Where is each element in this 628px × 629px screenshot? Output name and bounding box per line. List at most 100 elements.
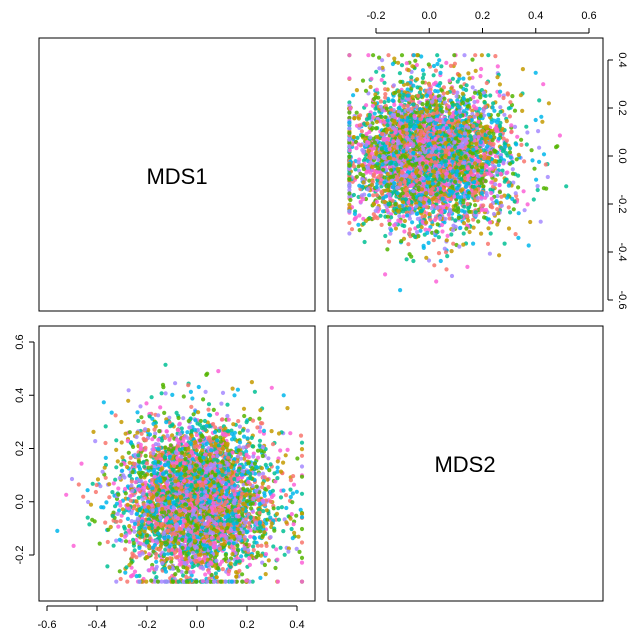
scatter-point: [447, 192, 452, 197]
scatter-point: [447, 182, 452, 187]
scatter-point: [399, 114, 404, 119]
scatter-point: [438, 137, 443, 142]
scatter-point: [398, 288, 403, 293]
scatter-point: [410, 210, 415, 215]
scatter-point: [507, 146, 513, 151]
scatter-point: [395, 191, 400, 196]
scatter-point: [461, 231, 466, 236]
scatter-point: [394, 162, 399, 167]
scatter-point: [378, 181, 383, 186]
scatter-point: [413, 58, 418, 63]
scatter-point: [457, 129, 462, 134]
scatter-point: [502, 112, 507, 117]
scatter-point: [472, 99, 477, 105]
scatter-point: [497, 182, 502, 188]
scatter-point: [448, 63, 453, 68]
scatter-point: [507, 150, 513, 155]
scatter-point: [476, 134, 481, 140]
scatter-point: [347, 191, 352, 196]
scatter-point: [458, 123, 463, 128]
scatter-point: [380, 141, 385, 146]
scatter-point: [385, 247, 390, 252]
scatter-point: [406, 68, 411, 73]
scatter-point: [495, 75, 500, 80]
scatter-point: [489, 180, 494, 185]
scatter-point: [491, 101, 496, 106]
scatter-point: [428, 191, 433, 196]
scatter-point: [459, 188, 464, 193]
scatter-point: [472, 180, 477, 185]
scatter-point: [519, 137, 524, 142]
scatter-point: [418, 156, 423, 161]
scatter-point: [370, 103, 375, 108]
scatter-point: [406, 93, 411, 98]
scatter-point: [512, 108, 518, 113]
scatter-point: [417, 113, 422, 118]
scatter-point: [452, 61, 457, 66]
scatter-point: [426, 240, 431, 245]
scatter-point: [434, 192, 439, 197]
scatter-point: [412, 113, 417, 118]
scatter-point: [410, 172, 415, 177]
scatter-point: [386, 239, 392, 244]
scatter-point: [446, 145, 452, 150]
scatter-point: [564, 184, 569, 189]
scatter-point: [451, 241, 456, 246]
scatter-point: [453, 203, 458, 208]
scatter-point: [347, 177, 352, 182]
scatter-point: [481, 203, 486, 208]
scatter-point: [492, 108, 497, 113]
scatter-point: [434, 279, 439, 284]
scatter-point: [453, 179, 458, 184]
scatter-point: [347, 115, 352, 120]
scatter-point: [366, 53, 371, 58]
scatter-point: [518, 93, 524, 98]
scatter-point: [490, 166, 495, 171]
scatter-point: [497, 253, 502, 258]
scatter-point: [376, 157, 381, 163]
scatter-point: [380, 162, 385, 167]
scatter-point: [424, 165, 429, 170]
scatter-point: [426, 154, 431, 159]
scatter-point: [454, 129, 459, 134]
scatter-point: [347, 144, 352, 149]
scatter-point: [387, 161, 393, 166]
scatter-point: [483, 163, 489, 168]
scatter-point: [537, 145, 542, 150]
scatter-point: [458, 84, 463, 89]
scatter-point: [530, 158, 535, 163]
scatter-point: [409, 254, 414, 259]
scatter-point: [460, 91, 465, 96]
scatter-point: [535, 187, 540, 193]
scatter-point: [461, 221, 467, 226]
scatter-point: [438, 258, 443, 264]
scatter-point: [395, 138, 400, 143]
scatter-point: [418, 86, 423, 92]
scatter-point: [399, 63, 405, 68]
scatter-point: [479, 231, 484, 236]
scatter-point: [389, 212, 394, 217]
scatter-point: [410, 182, 415, 187]
scatter-point: [506, 226, 512, 231]
scatter-point: [381, 167, 386, 172]
scatter-point: [380, 108, 385, 113]
scatter-point: [401, 140, 407, 145]
scatter-point: [465, 104, 470, 109]
scatter-point: [473, 210, 478, 215]
scatter-point: [377, 66, 382, 71]
scatter-point: [458, 114, 463, 119]
scatter-point: [396, 60, 401, 65]
scatter-point: [411, 102, 416, 107]
scatter-point: [484, 144, 490, 149]
scatter-point: [398, 145, 403, 150]
scatter-point: [445, 254, 450, 259]
scatter-point: [473, 203, 478, 208]
scatter-point: [521, 189, 526, 194]
scatter-point: [498, 89, 503, 94]
scatter-point: [463, 137, 468, 142]
scatter-point: [371, 172, 377, 177]
scatter-point: [425, 118, 430, 123]
scatter-point: [394, 174, 400, 179]
scatter-point: [516, 152, 521, 157]
